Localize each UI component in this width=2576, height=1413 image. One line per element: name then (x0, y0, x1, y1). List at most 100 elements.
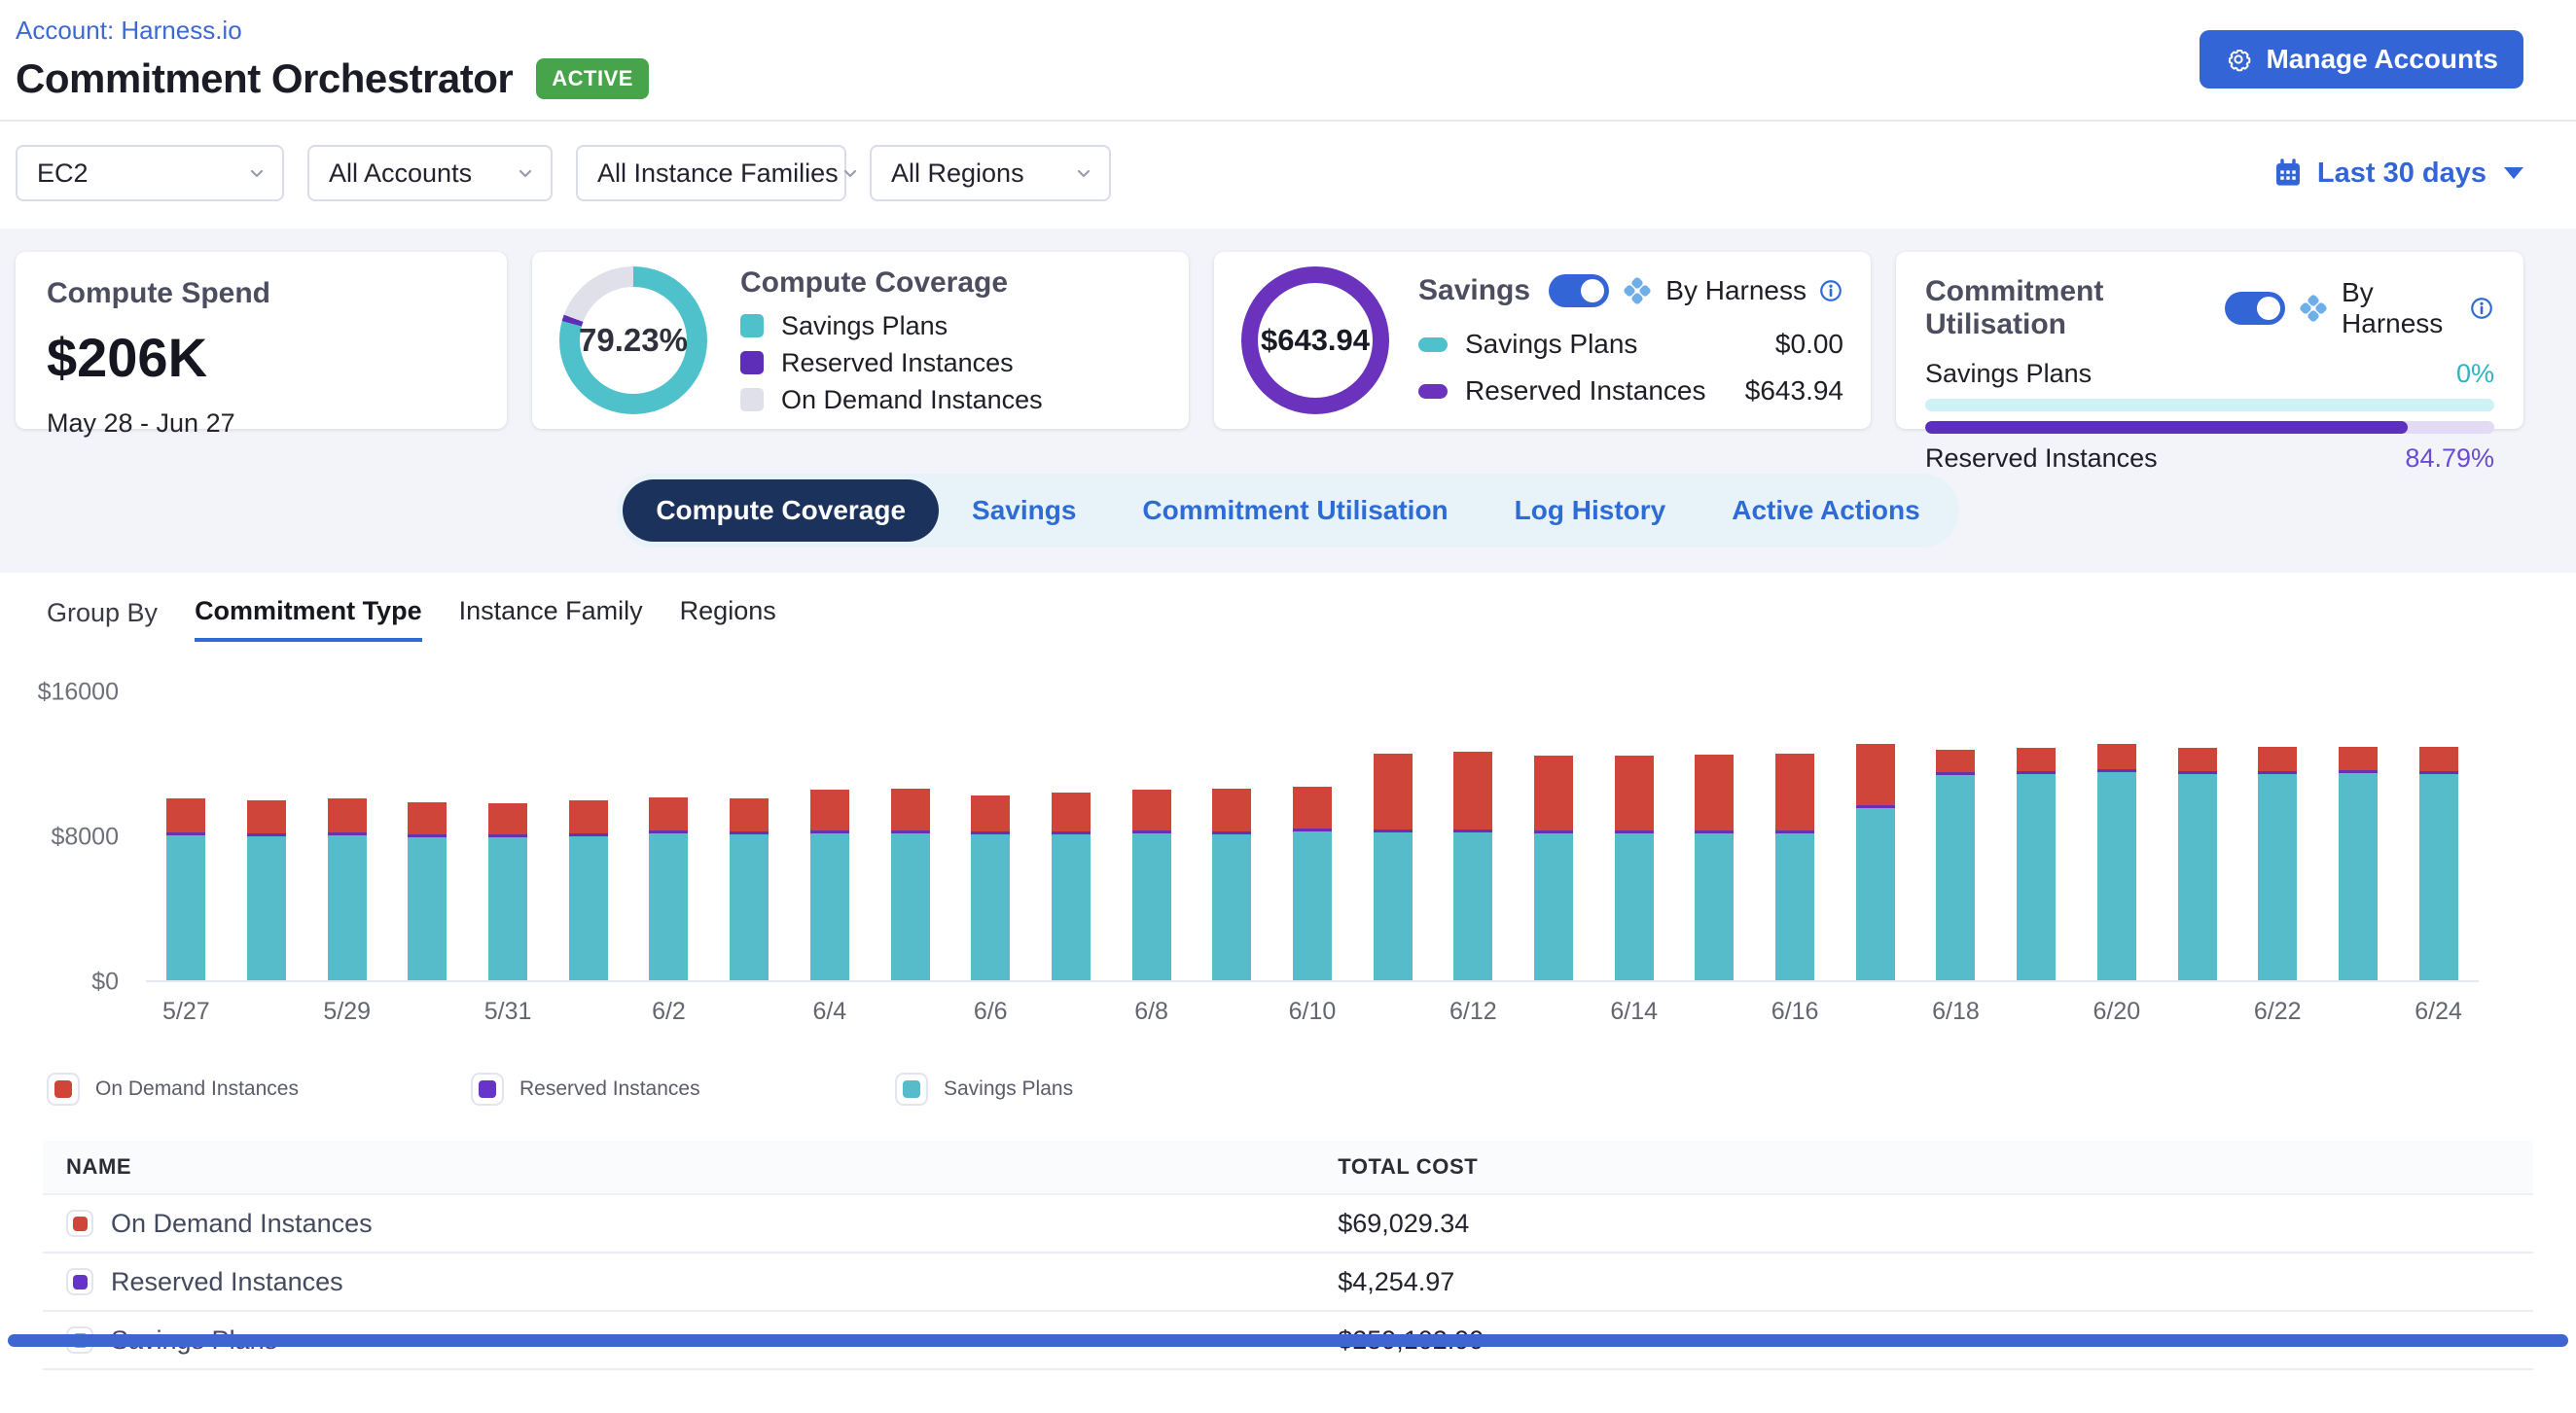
tab-compute-coverage[interactable]: Compute Coverage (623, 479, 940, 542)
bar-segment (2418, 771, 2458, 774)
chart-legend-item[interactable]: On Demand Instances (47, 1073, 471, 1106)
chart-legend-item[interactable]: Savings Plans (895, 1073, 1319, 1106)
main-tab-bar: Compute Coverage Savings Commitment Utilis… (617, 474, 1959, 548)
tab-savings[interactable]: Savings (972, 495, 1077, 525)
bar-segment (809, 830, 849, 833)
table-row: Reserved Instances $4,254.97 (43, 1254, 2533, 1312)
bar-slot (387, 692, 468, 980)
instance-family-filter-value: All Instance Families (597, 158, 839, 188)
coverage-legend: Savings Plans Reserved Instances On Dema… (740, 311, 1043, 415)
bar-slot (548, 692, 628, 980)
bar-segment (1614, 830, 1654, 833)
group-by-regions[interactable]: Regions (679, 596, 776, 625)
info-icon[interactable] (1818, 278, 1843, 303)
compute-spend-title: Compute Spend (47, 277, 270, 309)
row-name[interactable]: Reserved Instances (111, 1266, 343, 1296)
bar-slot (1915, 692, 1996, 980)
row-name[interactable]: On Demand Instances (111, 1208, 373, 1238)
accounts-filter-select[interactable]: All Accounts (307, 145, 553, 201)
bar-slot (306, 692, 387, 980)
bar-segment (2017, 774, 2057, 980)
x-axis-label: 6/16 (1771, 998, 1819, 1025)
bar-segment (1855, 808, 1895, 980)
x-axis-label: 6/4 (812, 998, 847, 1025)
legend-label: On Demand Instances (95, 1077, 299, 1100)
bar-segment (2418, 747, 2458, 771)
summary-cards: Compute Spend $206K May 28 - Jun 27 79.2… (0, 229, 2576, 473)
horizontal-scrollbar-thumb[interactable] (8, 1334, 2568, 1347)
x-axis-label: 6/8 (1134, 998, 1168, 1025)
manage-accounts-button[interactable]: Manage Accounts (2200, 29, 2523, 88)
bar-segment (971, 795, 1011, 831)
savings-by-harness-toggle[interactable] (1549, 274, 1610, 307)
stacked-bar (1614, 692, 1654, 980)
x-axis-label (1192, 998, 1272, 1026)
utilisation-savings-plans-value: 0% (2455, 359, 2494, 388)
bar-segment (1775, 833, 1815, 980)
bar-segment (488, 837, 528, 980)
legend-swatch (895, 1073, 928, 1106)
instance-family-filter-select[interactable]: All Instance Families (576, 145, 856, 201)
bar-slot (468, 692, 549, 980)
legend-swatch (1418, 383, 1448, 399)
bar-segment (1614, 756, 1654, 830)
x-axis-label (870, 998, 950, 1026)
commitment-utilisation-card: Commitment Utilisation By Harness Saving… (1896, 252, 2523, 473)
service-filter-value: EC2 (37, 158, 89, 188)
bar-segment (2096, 744, 2136, 769)
tab-log-history[interactable]: Log History (1514, 495, 1666, 525)
bar-segment (890, 789, 930, 830)
group-by-label: Group By (47, 598, 159, 627)
bar-segment (1373, 832, 1413, 980)
x-axis-label: 6/12 (1449, 998, 1497, 1025)
bar-segment (1373, 830, 1413, 832)
group-by-commitment-type[interactable]: Commitment Type (195, 596, 422, 642)
stacked-bar (1695, 692, 1735, 980)
table-header-total-cost: TOTAL COST (1338, 1154, 1479, 1179)
bar-slot (2237, 692, 2318, 980)
chart-x-axis-labels: 5/27 5/29 5/31 6/2 6/4 6/6 6/8 6/10 6/12 6/14 6/16… (146, 998, 2479, 1026)
stacked-bar (488, 692, 528, 980)
tab-active-actions[interactable]: Active Actions (1732, 495, 1920, 525)
account-breadcrumb-link[interactable]: Account: Harness.io (16, 16, 242, 45)
stacked-bar (2258, 692, 2298, 980)
group-by-instance-family[interactable]: Instance Family (458, 596, 643, 625)
coverage-legend-item: On Demand Instances (740, 385, 1043, 415)
bar-segment (2177, 774, 2217, 980)
utilisation-by-harness-toggle[interactable] (2225, 292, 2286, 325)
x-axis-label: 6/20 (2093, 998, 2141, 1025)
chart-legend-item[interactable]: Reserved Instances (471, 1073, 895, 1106)
caret-down-icon (2504, 167, 2523, 179)
info-icon[interactable] (2469, 296, 2494, 321)
utilisation-savings-plans-label: Savings Plans (1925, 359, 2093, 388)
bar-segment (1695, 830, 1735, 833)
bar-slot (1755, 692, 1836, 980)
harness-logo-icon (2297, 292, 2330, 325)
bar-segment (1775, 830, 1815, 833)
date-range-picker[interactable]: Last 30 days (2272, 158, 2523, 190)
y-axis-tick: $8000 (51, 823, 119, 851)
bar-segment (2177, 748, 2217, 771)
stacked-bar (890, 692, 930, 980)
stacked-bar (1936, 692, 1976, 980)
bar-slot (146, 692, 227, 980)
bar-slot (628, 692, 709, 980)
bar-segment (1131, 790, 1171, 830)
status-badge: ACTIVE (536, 58, 649, 99)
stacked-bar (2418, 692, 2458, 980)
bar-slot (790, 692, 871, 980)
bar-slot (870, 692, 950, 980)
coverage-stacked-bar-chart: $0 $8000 $16000 5/27 5/29 5/31 6/2 6/4 6/6 6/8 6/… (38, 679, 2479, 1026)
chart-plot-area: $0 $8000 $16000 (38, 679, 2479, 996)
bar-segment (2258, 771, 2298, 774)
service-filter-select[interactable]: EC2 (16, 145, 284, 201)
x-axis-label (1352, 998, 1433, 1026)
savings-legend-row: Reserved Instances $643.94 (1418, 375, 1843, 406)
regions-filter-select[interactable]: All Regions (870, 145, 1111, 201)
stacked-bar (1373, 692, 1413, 980)
bar-segment (1534, 756, 1574, 830)
y-axis-tick: $0 (91, 968, 119, 996)
tab-commitment-utilisation[interactable]: Commitment Utilisation (1142, 495, 1449, 525)
bar-segment (1051, 793, 1091, 831)
bar-slot (709, 692, 790, 980)
